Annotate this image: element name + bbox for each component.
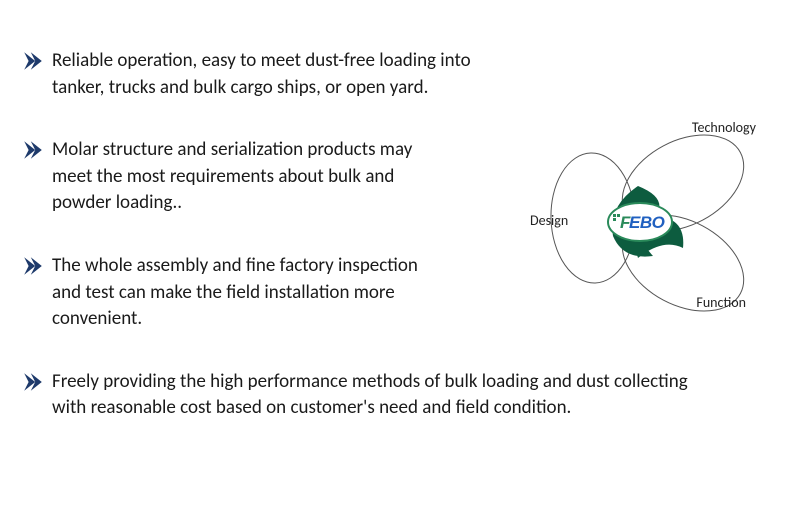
bullet-text: Molar structure and serialization produc… bbox=[52, 137, 432, 217]
list-item: Reliable operation, easy to meet dust-fr… bbox=[22, 48, 782, 101]
bullet-text: Reliable operation, easy to meet dust-fr… bbox=[52, 48, 482, 101]
bullet-text: The whole assembly and fine factory insp… bbox=[52, 253, 432, 333]
svg-text:EBO: EBO bbox=[629, 213, 665, 232]
chevron-right-icon bbox=[22, 255, 44, 277]
bullet-text: Freely providing the high performance me… bbox=[52, 369, 692, 422]
list-item: Freely providing the high performance me… bbox=[22, 369, 782, 422]
venn-label-function: Function bbox=[696, 294, 746, 311]
venn-label-technology: Technology bbox=[692, 119, 756, 136]
venn-label-design: Design bbox=[530, 212, 568, 229]
chevron-right-icon bbox=[22, 50, 44, 72]
chevron-right-icon bbox=[22, 139, 44, 161]
chevron-right-icon bbox=[22, 371, 44, 393]
